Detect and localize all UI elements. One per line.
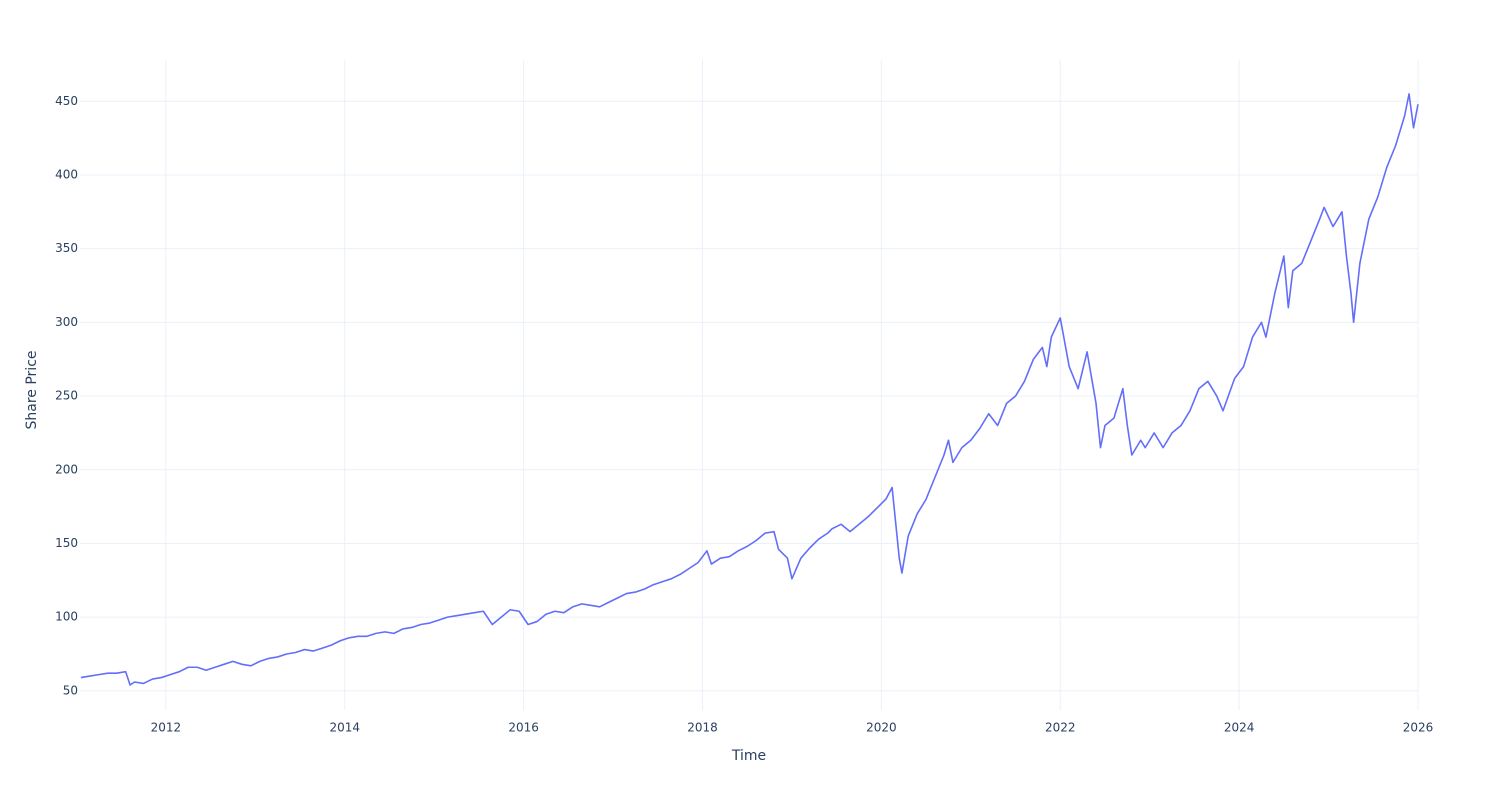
plot-area bbox=[80, 93, 1419, 686]
x-tick-label: 2014 bbox=[329, 721, 360, 735]
y-tick-label: 200 bbox=[55, 462, 78, 476]
y-tick-label: 250 bbox=[55, 389, 78, 403]
x-tick-label: 2016 bbox=[508, 721, 539, 735]
x-tick-label: 2026 bbox=[1403, 721, 1434, 735]
grid bbox=[80, 60, 1419, 710]
x-tick-label: 2012 bbox=[151, 721, 182, 735]
y-axis-title: Share Price bbox=[24, 350, 40, 429]
y-tick-label: 100 bbox=[55, 610, 78, 624]
x-tick-label: 2024 bbox=[1224, 721, 1255, 735]
y-tick-label: 50 bbox=[63, 683, 78, 697]
x-tick-label: 2022 bbox=[1045, 721, 1076, 735]
x-tick-label: 2018 bbox=[687, 721, 718, 735]
y-tick-label: 150 bbox=[55, 536, 78, 550]
price-line bbox=[80, 93, 1419, 686]
y-tick-label: 300 bbox=[55, 315, 78, 329]
y-tick-label: 400 bbox=[55, 167, 78, 181]
x-axis-title: Time bbox=[731, 748, 766, 764]
x-tick-label: 2020 bbox=[866, 721, 897, 735]
y-tick-label: 350 bbox=[55, 241, 78, 255]
y-tick-label: 450 bbox=[55, 94, 78, 108]
